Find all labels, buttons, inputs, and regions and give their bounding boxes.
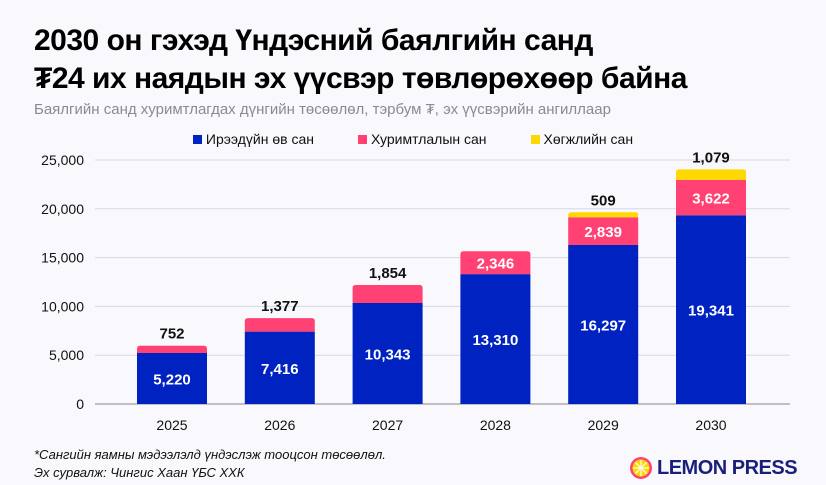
note: *Сангийн яамны мэдээлэлд үндэслэж тооцсо…: [34, 447, 386, 462]
lemon-icon: [630, 457, 652, 479]
bar-segment: [352, 284, 423, 304]
bar-segment: [568, 244, 639, 404]
logo-text: LEMON PRESS: [657, 456, 798, 479]
data-label: 7,416: [261, 361, 299, 378]
title-line-2: ₮24 их наядын эх үүсвэр төвлөрөхөөр байн…: [34, 62, 687, 95]
bar-segment: [676, 169, 746, 180]
data-label: 752: [159, 326, 184, 343]
x-tick-label: 2028: [480, 417, 511, 433]
bar-segment: [137, 353, 207, 404]
data-label: 1,854: [369, 265, 407, 282]
bar-segment: [568, 217, 639, 245]
legend: Ирээдүйн өв сан Хуримтлалын сан Хөгжлийн…: [0, 131, 826, 147]
bar-segment: [352, 303, 423, 404]
data-label: 2,839: [584, 224, 622, 241]
data-label: 19,341: [688, 303, 734, 320]
legend-item-heritage: Ирээдүйн өв сан: [192, 131, 314, 147]
legend-swatch: [192, 134, 202, 144]
legend-label: Хуримтлалын сан: [370, 131, 487, 147]
bar-segment: [460, 274, 531, 404]
legend-item-development: Хөгжлийн сан: [530, 131, 634, 147]
bar-segment: [137, 345, 207, 354]
legend-item-savings: Хуримтлалын сан: [357, 131, 487, 147]
bar-segment: [568, 212, 639, 218]
bar-segment: [460, 251, 531, 275]
legend-label: Ирээдүйн өв сан: [205, 131, 314, 147]
chart-title: 2030 он гэхэд Үндэсний баялгийн санд ₮24…: [34, 22, 814, 98]
bar-segment: [676, 179, 746, 216]
x-tick-label: 2026: [264, 417, 295, 433]
chart-subtitle: Баялгийн санд хуримтлагдах дүнгийн төсөө…: [34, 101, 611, 118]
data-label: 16,297: [580, 317, 626, 334]
bar-segment: [676, 215, 746, 404]
data-label: 1,079: [692, 149, 730, 166]
title-line-1: 2030 он гэхэд Үндэсний баялгийн санд: [34, 24, 593, 57]
data-label: 10,343: [365, 347, 411, 364]
data-label: 5,220: [153, 372, 191, 389]
y-tick-label: 15,000: [41, 250, 84, 266]
data-label: 1,377: [261, 298, 299, 315]
legend-label: Хөгжлийн сан: [543, 131, 634, 147]
y-tick-label: 0: [76, 396, 84, 412]
x-tick-label: 2030: [695, 417, 726, 433]
data-label: 3,622: [692, 191, 730, 208]
x-tick-label: 2027: [372, 417, 403, 433]
source: Эх сурвалж: Чингис Хаан ҮБС ХХК: [34, 465, 245, 480]
data-label: 509: [591, 192, 616, 209]
data-label: 2,346: [477, 256, 515, 273]
y-tick-label: 25,000: [41, 152, 84, 168]
y-tick-label: 20,000: [41, 201, 84, 217]
y-tick-label: 5,000: [49, 347, 84, 363]
data-label: 13,310: [472, 332, 518, 349]
y-tick-label: 10,000: [41, 298, 84, 314]
legend-swatch: [530, 134, 540, 144]
x-tick-label: 2029: [588, 417, 619, 433]
bar-segment: [244, 331, 315, 404]
lemon-press-logo: LEMON PRESS: [629, 456, 798, 480]
x-tick-label: 2025: [156, 417, 187, 433]
legend-swatch: [357, 134, 367, 144]
footnote: *Сангийн яамны мэдээлэлд үндэслэж тооцсо…: [34, 446, 386, 482]
bar-segment: [244, 318, 315, 332]
